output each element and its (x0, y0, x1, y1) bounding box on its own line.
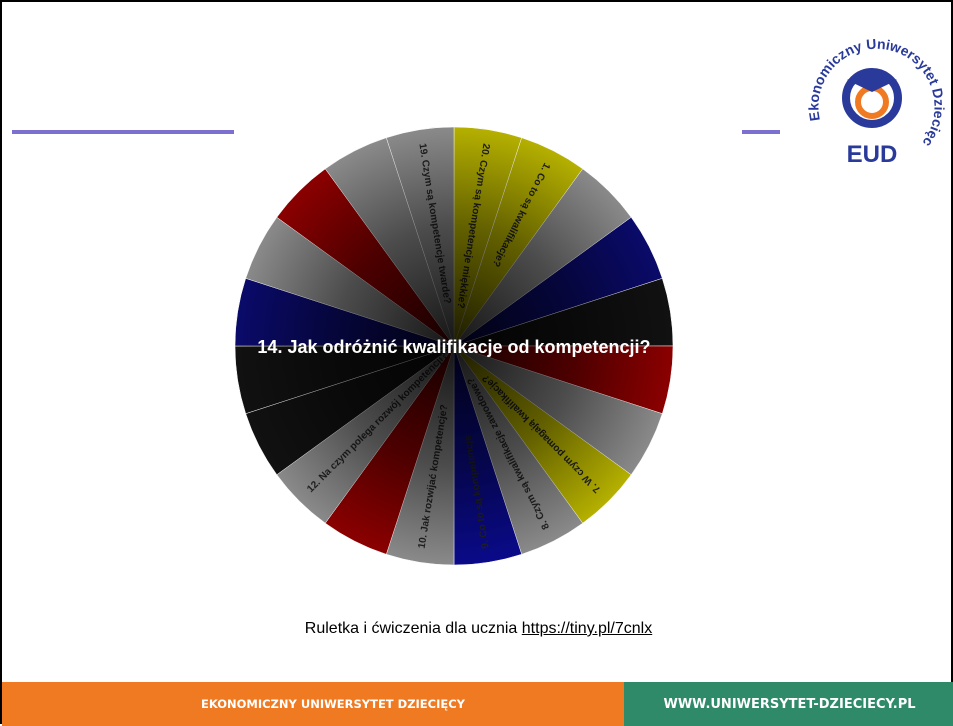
logo-cap (847, 68, 897, 92)
caption-text: Ruletka i ćwiczenia dla ucznia (305, 620, 518, 637)
logo-initials: EUD (847, 141, 898, 168)
slide: 20. Czym są kompetencje miękkie?1. Co to… (0, 0, 953, 724)
footer: EKONOMICZNY UNIWERSYTET DZIECIĘCY WWW.UN… (2, 682, 953, 726)
highlight-question: 14. Jak odróżnić kwalifikacje od kompete… (257, 337, 650, 357)
logo-face (858, 88, 886, 116)
caption: Ruletka i ćwiczenia dla ucznia https://t… (2, 620, 953, 638)
slide-graphics: 20. Czym są kompetencje miękkie?1. Co to… (2, 2, 953, 682)
footer-right: WWW.UNIWERSYTET-DZIECIECY.PL (624, 682, 953, 726)
footer-left: EKONOMICZNY UNIWERSYTET DZIECIĘCY (2, 682, 624, 726)
caption-link[interactable]: https://tiny.pl/7cnlx (522, 620, 652, 637)
